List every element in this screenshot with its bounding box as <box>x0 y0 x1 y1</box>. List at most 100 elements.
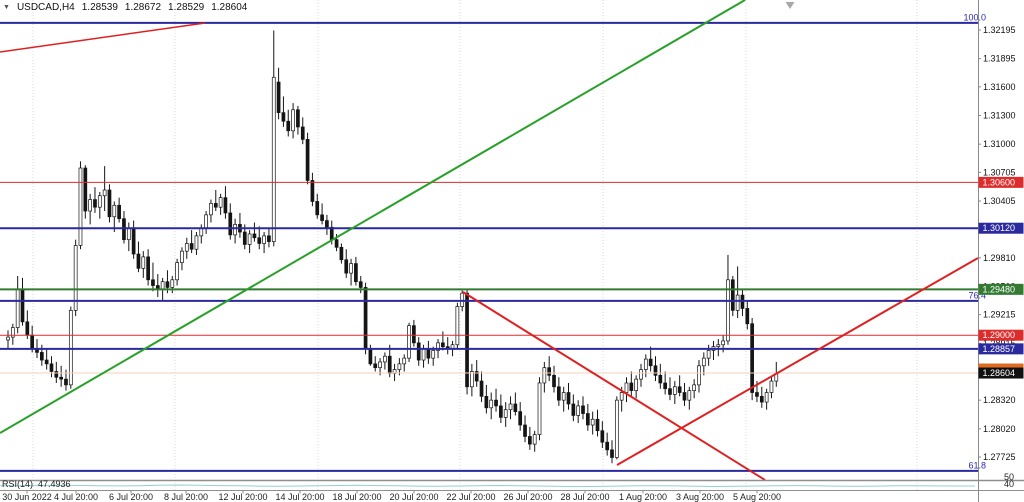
collapse-icon[interactable]: ▼ <box>3 4 10 11</box>
candle-body <box>663 382 668 390</box>
date-axis-label: 20 Jul 20:00 <box>389 492 438 502</box>
candle-body <box>474 371 479 382</box>
candle-body <box>697 365 701 386</box>
ask-price-badge <box>978 363 1024 371</box>
date-axis-label: 28 Jul 20:00 <box>560 492 609 502</box>
candle-body <box>271 76 276 242</box>
candle-body <box>117 204 121 220</box>
candle-body <box>605 441 610 451</box>
price-level-badge <box>978 329 1024 341</box>
candle-body <box>247 233 252 245</box>
price-level-badge <box>978 283 1024 295</box>
candle-body <box>97 195 102 208</box>
candle-body <box>368 348 373 365</box>
candle-body <box>170 279 175 288</box>
trend-line[interactable] <box>616 257 979 466</box>
candle-body <box>10 327 15 338</box>
price-axis-label: 1.31895 <box>983 54 1016 64</box>
candle-body <box>320 214 324 221</box>
date-axis-label: 1 Aug 20:00 <box>619 492 667 502</box>
candle-body <box>585 413 590 426</box>
candle-body <box>431 350 436 359</box>
candle-body <box>180 250 184 263</box>
symbol-period-label: USDCAD,H4 <box>16 2 75 13</box>
candle-body <box>344 259 349 274</box>
candle-body <box>634 378 639 391</box>
price-axis-label: 1.27725 <box>983 452 1016 462</box>
date-axis-label: 30 Jun 2022 <box>2 492 52 502</box>
candle-body <box>639 369 643 380</box>
date-axis-label: 6 Jul 20:00 <box>109 492 153 502</box>
last-price-badge <box>978 367 1024 379</box>
candle-body <box>412 325 416 344</box>
candle-body <box>315 201 320 216</box>
candle-body <box>83 167 88 212</box>
candle-body <box>532 434 537 445</box>
trend-line[interactable] <box>462 291 766 481</box>
candle-body <box>334 239 339 248</box>
candle-body <box>102 189 107 197</box>
candle-body <box>455 306 460 346</box>
candle-body <box>126 227 131 241</box>
candle-body <box>407 325 411 359</box>
candle-body <box>262 235 266 244</box>
candle-body <box>441 342 445 348</box>
trend-line[interactable] <box>0 0 746 434</box>
candle-body <box>436 342 440 351</box>
candle-body <box>383 355 387 363</box>
candle-body <box>465 292 469 388</box>
candle-body <box>643 358 648 370</box>
candle-body <box>426 348 431 359</box>
candle-body <box>721 340 725 346</box>
candle-body <box>518 411 523 426</box>
candle-body <box>595 418 600 432</box>
candle-body <box>131 227 136 255</box>
date-axis-label: 12 Jul 20:00 <box>218 492 267 502</box>
price-axis-label: 1.31300 <box>983 110 1016 120</box>
candle-body <box>88 199 92 212</box>
trend-line[interactable] <box>0 22 206 53</box>
candle-body <box>242 231 247 245</box>
candle-body <box>513 403 518 412</box>
candle-body <box>296 109 300 128</box>
quote-open: 1.28539 <box>81 2 118 13</box>
candle-body <box>726 279 730 342</box>
candle-body <box>194 235 199 250</box>
chart-shift-marker-icon[interactable] <box>785 2 795 9</box>
candle-body <box>706 350 711 359</box>
candle-body <box>213 203 218 208</box>
rsi-scale-label: 50 <box>1004 472 1014 482</box>
candle-body <box>571 403 576 416</box>
candle-body <box>305 139 310 181</box>
candle-body <box>677 386 682 393</box>
candle-body <box>402 357 407 365</box>
candle-body <box>107 189 112 218</box>
candle-body <box>566 392 571 405</box>
candle-body <box>387 355 392 374</box>
candle-body <box>25 321 30 336</box>
candle-body <box>479 380 484 397</box>
candle-body <box>503 409 508 418</box>
candle-body <box>619 392 624 401</box>
candle-body <box>576 405 581 416</box>
candle-body <box>624 382 629 393</box>
candle-body <box>233 224 237 236</box>
candle-body <box>15 289 20 328</box>
price-badge-label: 1.28604 <box>983 368 1016 378</box>
candle-body <box>112 204 117 218</box>
candle-body <box>228 212 233 236</box>
price-badge-label: 1.29000 <box>983 330 1016 340</box>
candle-body <box>252 233 257 239</box>
candle-body <box>151 279 155 286</box>
rsi-indicator-label: RSI(14) 47.4936 <box>2 479 71 489</box>
candle-body <box>658 374 663 384</box>
date-axis-label: 8 Jul 20:00 <box>164 492 208 502</box>
candle-body <box>373 363 378 369</box>
candle-body <box>276 81 281 113</box>
candle-body <box>547 367 552 376</box>
fib-level-label: 100.0 <box>963 12 986 22</box>
candle-body <box>146 256 150 281</box>
symbol-info-bar: ▼ USDCAD,H4 1.28539 1.28672 1.28529 1.28… <box>3 2 247 13</box>
candle-body <box>189 243 194 250</box>
